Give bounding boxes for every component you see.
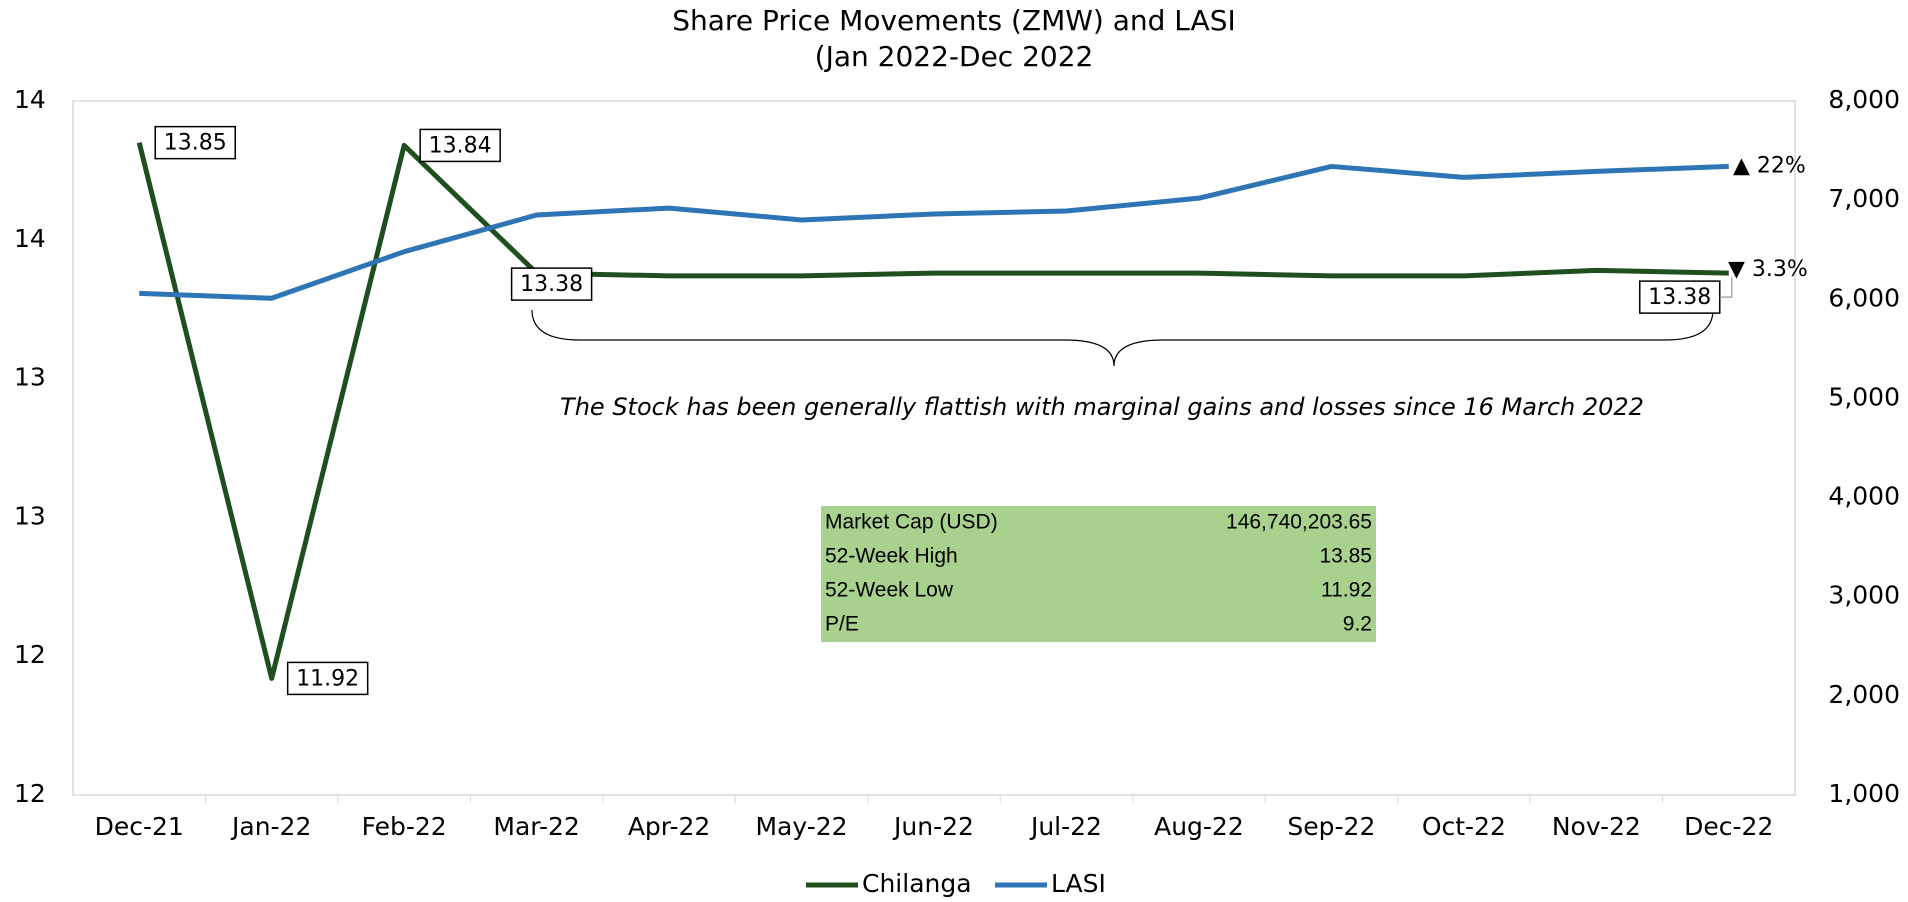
x-tick-label: Dec-21 (95, 812, 184, 841)
brace (531, 309, 1714, 367)
table-cell: 13.85 (1319, 545, 1372, 568)
chart-subtitle: (Jan 2022-Dec 2022 (815, 40, 1094, 73)
legend-label: LASI (1051, 869, 1106, 898)
x-tick-label: Mar-22 (493, 812, 579, 841)
table-cell: 52-Week Low (825, 579, 954, 602)
table-cell: P/E (825, 613, 859, 636)
info-table (821, 506, 1376, 642)
x-tick-label: Dec-22 (1684, 812, 1773, 841)
x-tick-label: Oct-22 (1422, 812, 1506, 841)
y2-tick-label: 2,000 (1828, 680, 1900, 709)
y2-tick-label: 5,000 (1828, 382, 1900, 411)
data-label-box (510, 267, 593, 301)
leader-line (1719, 277, 1733, 298)
annotation: The Stock has been generally flattish wi… (560, 393, 1644, 421)
y-tick-label: 14 (14, 224, 46, 253)
x-tick-label: Apr-22 (628, 812, 710, 841)
table-cell: 9.2 (1343, 613, 1372, 636)
data-label: 13.85 (164, 131, 227, 156)
data-label: 11.92 (296, 666, 359, 691)
y-tick-label: 12 (14, 640, 46, 669)
table-cell: Market Cap (USD) (825, 511, 998, 534)
series-line (139, 163, 1729, 301)
annotation: ▲ 22% (1733, 153, 1806, 178)
x-tick-label: Feb-22 (362, 812, 447, 841)
x-tick-label: Jun-22 (892, 812, 974, 841)
x-tick-label: Jan-22 (230, 812, 311, 841)
y2-tick-label: 7,000 (1828, 184, 1900, 213)
data-label-box (1639, 280, 1721, 314)
data-label-box (419, 128, 501, 163)
annotation: ▼ 3.3% (1728, 257, 1808, 282)
x-tick-label: Nov-22 (1552, 812, 1641, 841)
x-tick-label: Jul-22 (1029, 812, 1102, 841)
y-tick-label: 12 (14, 779, 46, 808)
y2-tick-label: 1,000 (1828, 779, 1900, 808)
data-label: 13.38 (520, 272, 583, 297)
legend-label: Chilanga (862, 869, 972, 898)
series-line (136, 142, 1729, 681)
y2-tick-label: 6,000 (1828, 283, 1900, 312)
y2-tick-label: 3,000 (1828, 581, 1900, 610)
y-tick-label: 14 (14, 85, 46, 114)
table-cell: 52-Week High (825, 545, 958, 568)
y-tick-label: 13 (14, 501, 46, 530)
y-tick-label: 13 (14, 363, 46, 392)
data-label: 13.38 (1648, 285, 1711, 310)
table-cell: 146,740,203.65 (1226, 511, 1372, 534)
plot-area (72, 100, 1796, 796)
chart-title: Share Price Movements (ZMW) and LASI (672, 4, 1236, 37)
x-tick-label: May-22 (755, 812, 847, 841)
x-tick-label: Aug-22 (1154, 812, 1244, 841)
data-label-box (154, 125, 236, 160)
y2-tick-label: 8,000 (1828, 85, 1900, 114)
x-tick-label: Sep-22 (1287, 812, 1375, 841)
data-label: 13.84 (429, 133, 492, 158)
data-label-box (286, 661, 369, 696)
table-cell: 11.92 (1321, 579, 1372, 602)
y2-tick-label: 4,000 (1828, 482, 1900, 511)
